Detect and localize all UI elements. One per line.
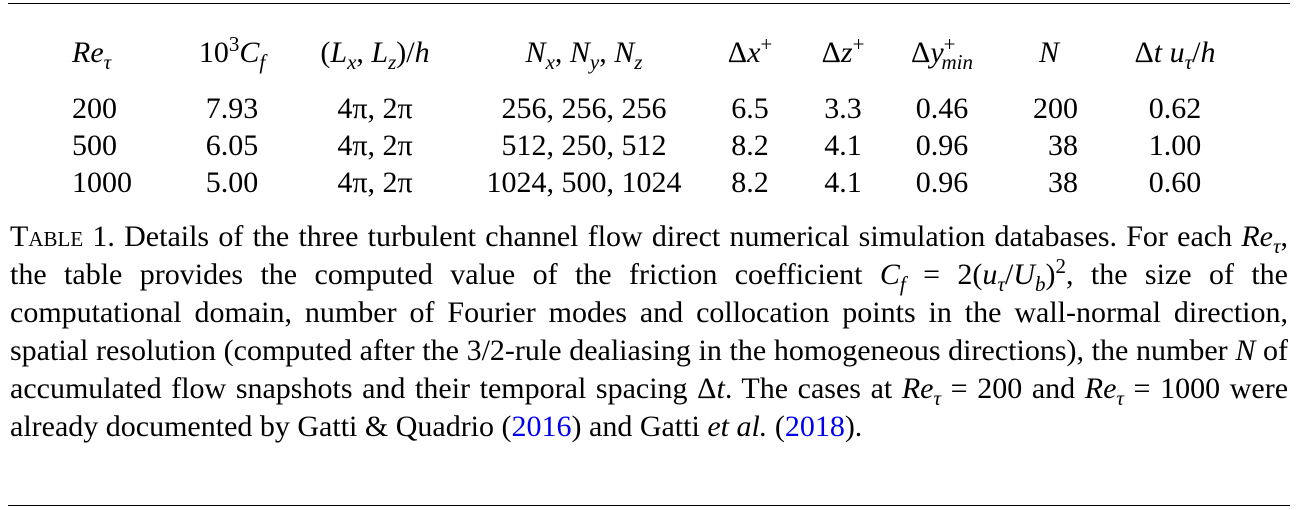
header-friction-coefficient: 103Cf	[198, 32, 266, 74]
table-row: 200 7.93 4π, 2π 256, 256, 256 6.5 3.3 0.…	[60, 90, 1250, 127]
table-cell: 1000	[72, 166, 132, 199]
header-snapshots: N	[1038, 36, 1059, 69]
table-cell: 0.96	[915, 166, 969, 199]
table-cell: 6.5	[731, 92, 769, 125]
simulation-parameters-table: Reτ 103Cf (Lx, Lz)/h Nx, Ny, Nz Δx+ Δz+ …	[60, 32, 1250, 201]
bottom-rule	[8, 505, 1290, 506]
table-cell: 256, 256, 256	[501, 92, 667, 125]
table-cell: 3.3	[824, 92, 862, 125]
table-cell: 500	[72, 129, 117, 162]
header-delta-y-min: Δy+min	[911, 32, 973, 74]
table-row: 1000 5.00 4π, 2π 1024, 500, 1024 8.2 4.1…	[60, 164, 1250, 201]
citation-link[interactable]: 2018	[784, 410, 845, 443]
table-cell: 5.00	[205, 166, 259, 199]
caption-label: Table 1.	[10, 220, 115, 253]
table-caption: Table 1. Details of the three turbulent …	[10, 220, 1289, 443]
table-cell: 0.96	[915, 129, 969, 162]
header-delta-z-plus: Δz+	[821, 32, 865, 70]
table-cell: 8.2	[731, 129, 769, 162]
table-cell: 1024, 500, 1024	[486, 166, 682, 199]
table-cell: 7.93	[205, 92, 259, 125]
table-cell: 4.1	[824, 129, 862, 162]
table-header-row: Reτ 103Cf (Lx, Lz)/h Nx, Ny, Nz Δx+ Δz+ …	[60, 32, 1250, 90]
table-cell: 6.05	[205, 129, 259, 162]
header-time-spacing: Δt uτ/h	[1134, 36, 1216, 74]
table-cell: 4π, 2π	[337, 166, 413, 199]
table-cell: 38	[1048, 129, 1078, 162]
table-cell: 200	[1033, 92, 1078, 125]
table-cell: 1.00	[1148, 129, 1202, 162]
table-cell: 0.60	[1148, 166, 1202, 199]
table-cell: 4π, 2π	[337, 129, 413, 162]
header-delta-x-plus: Δx+	[727, 32, 773, 70]
table-cell: 8.2	[731, 166, 769, 199]
header-re-tau: Reτ	[72, 36, 112, 74]
table-cell: 512, 250, 512	[501, 129, 667, 162]
header-domain-size: (Lx, Lz)/h	[320, 36, 430, 74]
table-cell: 200	[72, 92, 117, 125]
table-row: 500 6.05 4π, 2π 512, 250, 512 8.2 4.1 0.…	[60, 127, 1250, 164]
citation-link[interactable]: 2016	[511, 410, 572, 443]
table-cell: 38	[1048, 166, 1078, 199]
table-cell: 0.62	[1148, 92, 1202, 125]
top-rule	[8, 3, 1290, 4]
table-cell: 4.1	[824, 166, 862, 199]
header-grid-points: Nx, Ny, Nz	[525, 36, 643, 74]
table-cell: 0.46	[915, 92, 969, 125]
table-cell: 4π, 2π	[337, 92, 413, 125]
